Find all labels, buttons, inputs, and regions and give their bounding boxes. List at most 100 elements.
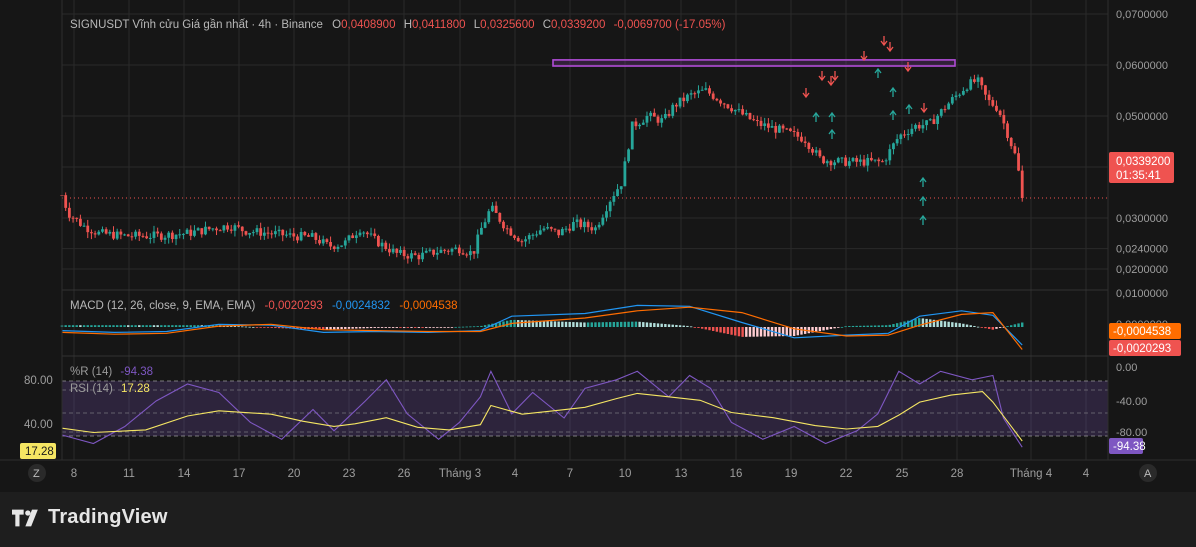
candle-body <box>686 94 689 102</box>
candle-body <box>855 158 859 162</box>
rsi-axis-40: 40.00 <box>24 419 53 431</box>
wr-badge: -94.38 <box>1109 438 1146 454</box>
candle-body <box>726 104 730 109</box>
candle-body <box>325 239 329 243</box>
time-tick: Tháng 4 <box>1010 468 1053 480</box>
candle-body <box>542 228 546 231</box>
macd-histogram-bar <box>642 322 645 327</box>
candle-body <box>715 98 719 101</box>
macd-histogram-bar <box>329 327 332 330</box>
candle-body <box>137 231 141 236</box>
macd-histogram-bar <box>719 327 722 333</box>
candle-body <box>233 225 237 231</box>
macd-histogram-bar <box>826 327 829 330</box>
time-tick: 11 <box>123 468 135 480</box>
macd-histogram-bar <box>737 327 741 337</box>
williams-r-line <box>61 369 1023 448</box>
price-tick: 0,0600000 <box>1116 60 1168 72</box>
candle-body <box>67 207 71 218</box>
candle-body <box>483 222 487 228</box>
candle-body <box>71 217 75 219</box>
candle-body <box>207 226 211 230</box>
candle-body <box>380 242 384 247</box>
candle-body <box>1002 115 1006 124</box>
time-tick: 10 <box>619 468 632 480</box>
macd-histogram-bar <box>704 327 708 330</box>
candle-body <box>722 103 726 105</box>
macd-histogram-bar <box>112 325 115 327</box>
chart-canvas[interactable]: SIGNUSDT Vĩnh cửu Giá gần nhất · 4h · Bi… <box>0 0 1196 492</box>
price-tick: 0,0300000 <box>1116 213 1168 225</box>
rsi-title[interactable]: RSI (14) <box>70 383 113 395</box>
macd-histogram-bar <box>421 327 424 328</box>
candle-body <box>141 235 145 237</box>
macd-histogram-bar <box>888 324 891 327</box>
candle-body <box>579 219 583 228</box>
macd-histogram-bar <box>708 327 711 331</box>
macd-histogram-bar <box>167 325 170 327</box>
candle-body <box>700 89 704 91</box>
candle-body <box>237 225 240 227</box>
price-tick: 0,0200000 <box>1116 264 1168 276</box>
macd-histogram-bar <box>1017 323 1020 327</box>
rsi-legend[interactable]: RSI (14) 17.28 <box>70 383 150 395</box>
candle-body <box>763 123 767 126</box>
candle-body <box>858 159 862 162</box>
macd-legend[interactable]: MACD (12, 26, close, 9, EMA, EMA) -0,002… <box>70 300 458 312</box>
time-zoom-button[interactable]: Z <box>28 464 46 482</box>
macd-histogram-bar <box>837 327 840 328</box>
resistance-zone[interactable] <box>552 59 956 67</box>
candle-body <box>818 150 822 157</box>
macd-histogram-bar <box>748 327 752 337</box>
chart-frame[interactable]: SIGNUSDT Vĩnh cửu Giá gần nhất · 4h · Bi… <box>0 0 1196 492</box>
tradingview-logo[interactable]: TradingView <box>12 506 168 529</box>
candle-body <box>840 157 844 159</box>
macd-histogram-bar <box>653 323 656 327</box>
macd-histogram-bar <box>266 327 270 328</box>
legend-row[interactable]: SIGNUSDT Vĩnh cửu Giá gần nhất · 4h · Bi… <box>70 19 726 31</box>
macd-histogram-bar <box>86 325 89 327</box>
price-axis[interactable]: 0,07000000,06000000,05000000,04000000,03… <box>1116 9 1168 276</box>
candlestick-series[interactable] <box>60 74 1024 265</box>
rsi-badge-text: 17.28 <box>25 446 54 458</box>
macd-histogram-bar <box>848 326 851 327</box>
sell-signal-arrow-icon <box>904 62 912 73</box>
symbol-title[interactable]: SIGNUSDT Vĩnh cửu Giá gần nhất · 4h · Bi… <box>70 19 323 31</box>
candle-body <box>498 212 502 222</box>
macd-histogram-bar <box>715 327 719 332</box>
candle-body <box>619 186 623 190</box>
candle-body <box>866 157 870 166</box>
macd-title[interactable]: MACD (12, 26, close, 9, EMA, EMA) <box>70 300 256 312</box>
macd-histogram-bar <box>322 327 325 330</box>
macd-histogram-bar <box>138 325 141 327</box>
macd-histogram-bar <box>998 327 1002 328</box>
candle-body <box>520 241 524 243</box>
candle-body <box>347 235 351 241</box>
bar-countdown: 01:35:41 <box>1116 170 1161 182</box>
macd-histogram-bar <box>962 323 965 327</box>
candle-body <box>829 161 833 166</box>
candle-body <box>689 93 693 95</box>
macd-histogram-bar <box>734 327 737 336</box>
macd-histogram-bar <box>436 327 439 328</box>
candle-body <box>524 239 527 242</box>
candle-body <box>998 110 1002 116</box>
macd-histogram-bar <box>399 327 402 328</box>
time-axis[interactable]: 8 11 14 17 20 23 26 Tháng 3 4 7 10 13 16 19 22 25 28 Thán… <box>71 468 1090 480</box>
macd-histogram-bar <box>425 327 428 328</box>
time-tick: 26 <box>398 468 411 480</box>
candle-body <box>318 239 321 244</box>
macd-histogram-bar <box>347 327 351 329</box>
candle-body <box>292 233 296 237</box>
candle-body <box>399 249 402 253</box>
candle-body <box>222 225 226 231</box>
candle-body <box>627 149 630 162</box>
wr-legend[interactable]: %R (14) -94.38 <box>70 366 153 378</box>
auto-scale-button[interactable]: A <box>1139 464 1157 482</box>
candle-body <box>476 234 480 254</box>
macd-histogram-bar <box>943 321 947 327</box>
auto-scale-label: A <box>1144 468 1152 480</box>
wr-title[interactable]: %R (14) <box>70 366 112 378</box>
macd-histogram-bar <box>476 326 479 327</box>
candle-body <box>395 248 399 253</box>
